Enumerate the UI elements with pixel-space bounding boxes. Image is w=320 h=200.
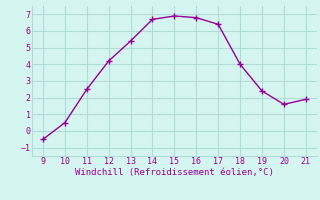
- X-axis label: Windchill (Refroidissement éolien,°C): Windchill (Refroidissement éolien,°C): [75, 168, 274, 177]
